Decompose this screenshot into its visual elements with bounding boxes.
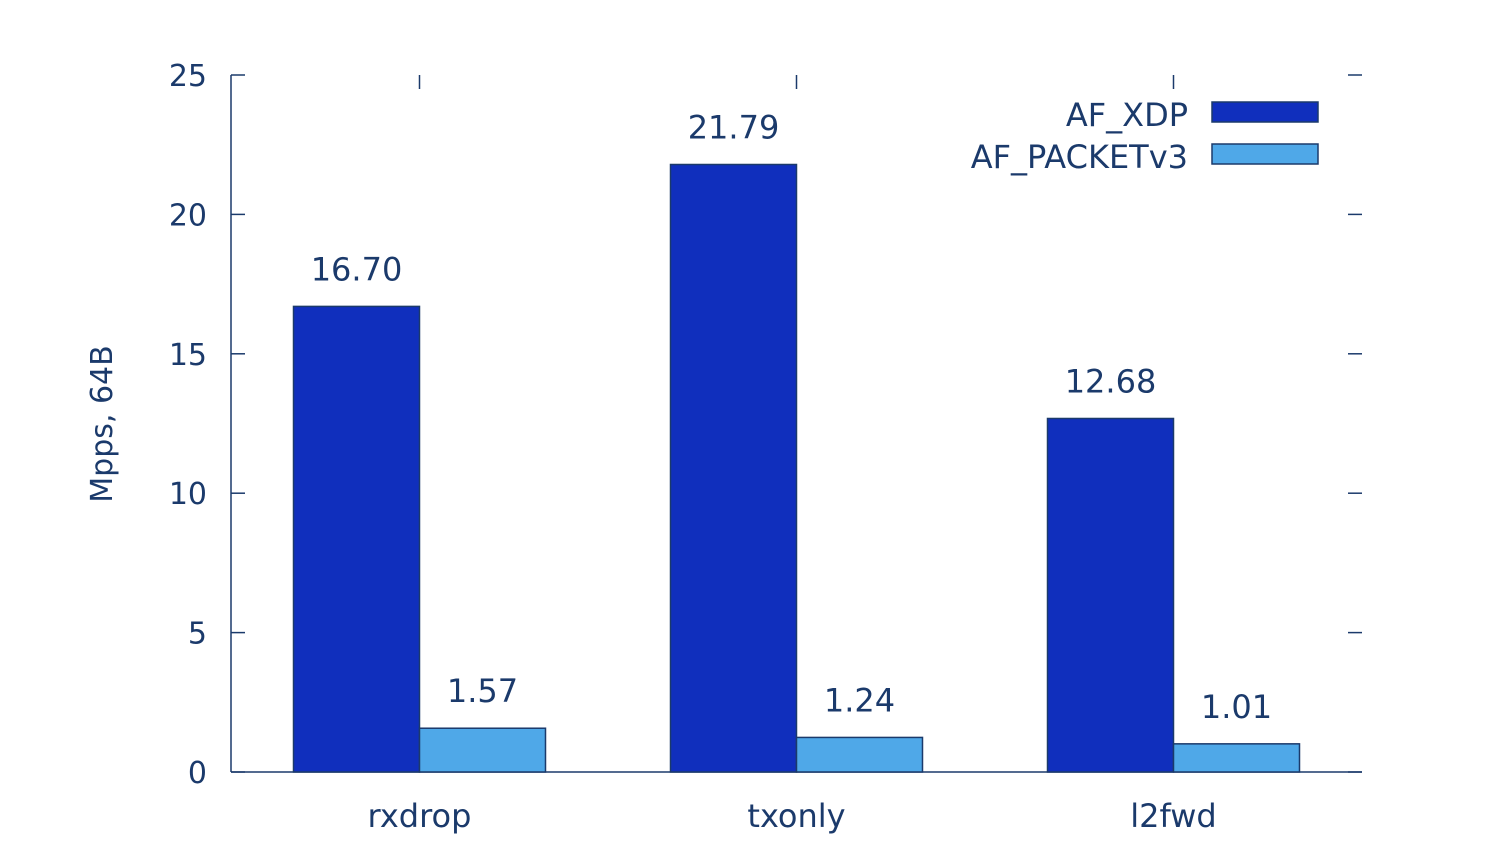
y-tick-label: 15 xyxy=(169,338,207,373)
bar-af-packetv3-txonly xyxy=(795,736,924,773)
y-axis-label: Mpps, 64B xyxy=(85,345,120,502)
data-label: 1.24 xyxy=(824,681,895,719)
legend-label: AF_PACKETv3 xyxy=(971,138,1188,176)
data-label: 1.01 xyxy=(1201,688,1272,726)
bar-af-xdp-txonly xyxy=(669,163,798,773)
y-tick-label: 25 xyxy=(169,59,207,94)
bar-af-xdp-rxdrop xyxy=(292,305,421,773)
x-tick-label: l2fwd xyxy=(1130,797,1216,835)
y-tick-label: 10 xyxy=(169,477,207,512)
y-tick-label: 0 xyxy=(188,756,207,791)
bar-af-xdp-l2fwd xyxy=(1046,417,1175,773)
data-label: 21.79 xyxy=(688,108,780,146)
y-axis-ticks: 0 5 10 15 20 25 xyxy=(169,59,1362,791)
x-tick-label: txonly xyxy=(747,797,845,835)
data-label: 1.57 xyxy=(447,672,518,710)
legend-swatch xyxy=(1211,101,1319,123)
legend-swatch xyxy=(1211,143,1319,165)
bars: 16.70 1.57 21.79 1.24 12.68 1.01 xyxy=(292,108,1301,773)
y-tick-label: 5 xyxy=(188,617,207,652)
legend-label: AF_XDP xyxy=(1066,96,1188,134)
data-label: 16.70 xyxy=(311,250,403,288)
legend: AF_XDP AF_PACKETv3 xyxy=(971,96,1319,176)
x-tick-label: rxdrop xyxy=(368,797,472,835)
x-axis-ticks: rxdrop txonly l2fwd xyxy=(368,75,1217,835)
bar-af-packetv3-rxdrop xyxy=(418,727,547,773)
data-label: 12.68 xyxy=(1065,362,1157,400)
bar-af-packetv3-l2fwd xyxy=(1172,743,1301,773)
y-tick-label: 20 xyxy=(169,198,207,233)
